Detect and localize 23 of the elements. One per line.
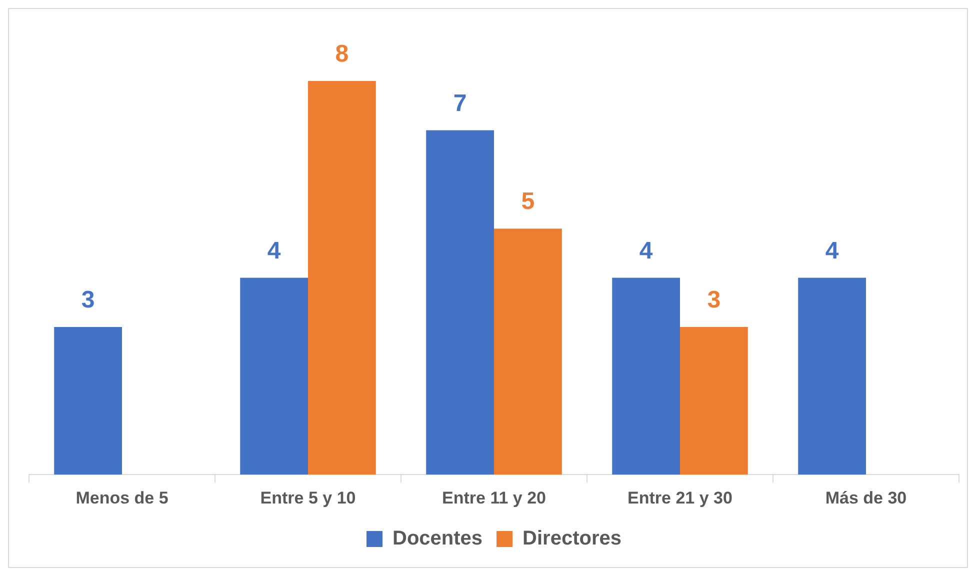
bar bbox=[798, 278, 866, 475]
bar bbox=[240, 278, 308, 475]
x-tick-label: Entre 21 y 30 bbox=[628, 488, 732, 508]
legend-label: Directores bbox=[522, 528, 622, 550]
x-tick-label: Entre 5 y 10 bbox=[260, 488, 356, 508]
data-label: 3 bbox=[707, 286, 721, 314]
data-label: 4 bbox=[267, 237, 282, 264]
bar bbox=[426, 130, 494, 475]
data-label: 4 bbox=[825, 237, 840, 264]
bar bbox=[494, 228, 562, 475]
bar bbox=[54, 327, 122, 475]
data-label: 5 bbox=[521, 188, 535, 216]
data-label: 3 bbox=[81, 286, 95, 314]
x-tick-label: Entre 11 y 20 bbox=[442, 488, 546, 508]
x-tick-label: Menos de 5 bbox=[76, 488, 168, 508]
data-label: 4 bbox=[639, 237, 654, 264]
data-label: 7 bbox=[453, 90, 467, 117]
legend-label: Docentes bbox=[392, 528, 483, 550]
data-label: 8 bbox=[335, 40, 349, 68]
bar bbox=[612, 278, 680, 475]
bar bbox=[680, 327, 748, 475]
bar bbox=[308, 81, 376, 475]
x-tick-label: Más de 30 bbox=[825, 488, 907, 508]
